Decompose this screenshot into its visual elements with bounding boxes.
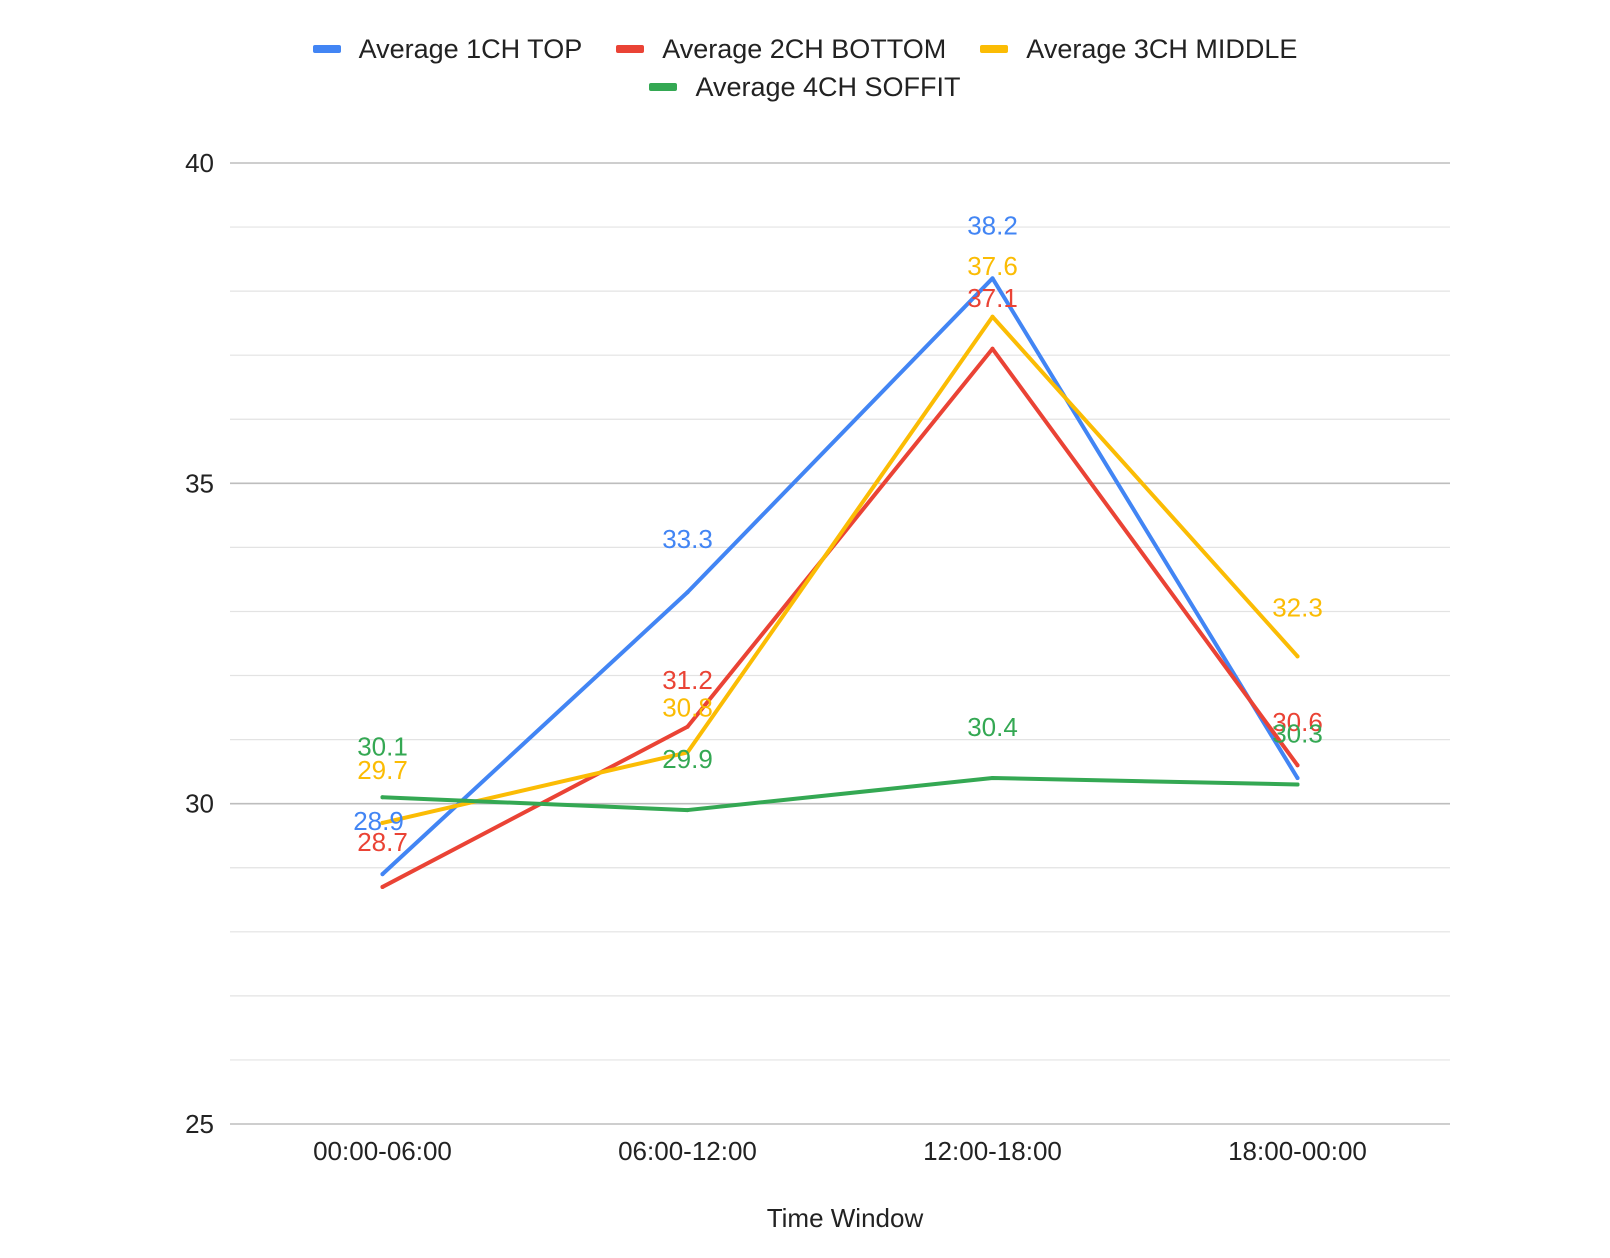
x-axis-title: Time Window <box>766 1203 924 1233</box>
data-point <box>990 314 995 319</box>
data-label: 30.1 <box>357 731 408 761</box>
data-label: 37.6 <box>967 251 1018 281</box>
x-tick-label: 18:00-00:00 <box>1228 1136 1367 1166</box>
data-point <box>1295 782 1300 787</box>
data-point <box>380 795 385 800</box>
data-point <box>990 776 995 781</box>
series-line-average-2ch-bottom <box>380 346 1300 889</box>
data-point <box>685 808 690 813</box>
legend-swatch-2ch-bottom <box>616 45 645 53</box>
data-point <box>990 276 995 281</box>
legend-row-1: Average 1CH TOP Average 2CH BOTTOM Avera… <box>0 30 1610 68</box>
data-label: 28.9 <box>353 806 404 836</box>
x-tick-label: 12:00-18:00 <box>923 1136 1062 1166</box>
data-label: 29.7 <box>357 755 408 785</box>
data-label: 28.7 <box>357 827 408 857</box>
data-label: 33.3 <box>662 524 713 554</box>
y-tick-label: 35 <box>185 468 214 498</box>
legend-row-2: Average 4CH SOFFIT <box>0 68 1610 106</box>
series-line-average-4ch-soffit <box>380 776 1300 813</box>
data-point <box>1295 654 1300 659</box>
data-label: 30.6 <box>1272 707 1323 737</box>
legend-label-3ch-middle: Average 3CH MIDDLE <box>1026 33 1298 64</box>
data-label: 38.2 <box>967 210 1018 240</box>
y-tick-label: 40 <box>185 148 214 178</box>
data-label: 30.4 <box>967 712 1018 742</box>
series-line-average-3ch-middle <box>380 314 1300 825</box>
data-label: 30.8 <box>662 692 713 722</box>
legend-swatch-1ch-top <box>312 45 341 53</box>
y-tick-label: 30 <box>185 789 214 819</box>
data-point <box>685 724 690 729</box>
data-point <box>380 884 385 889</box>
data-label: 31.2 <box>662 665 713 695</box>
legend-item-1ch-top: Average 1CH TOP <box>312 33 583 65</box>
legend-item-2ch-bottom: Average 2CH BOTTOM <box>616 34 946 65</box>
data-label: 37.1 <box>967 283 1018 313</box>
series-line-average-1ch-top <box>380 276 1300 877</box>
chart-legend: Average 1CH TOP Average 2CH BOTTOM Avera… <box>0 30 1610 106</box>
data-point <box>1295 763 1300 768</box>
data-point <box>685 750 690 755</box>
data-point <box>380 872 385 877</box>
x-tick-label: 06:00-12:00 <box>618 1136 757 1166</box>
legend-item-4ch-soffit: Average 4CH SOFFIT <box>649 71 961 103</box>
data-point <box>380 820 385 825</box>
legend-label-1ch-top: Average 1CH TOP <box>358 33 583 64</box>
data-label: 32.3 <box>1272 592 1323 622</box>
x-tick-label: 00:00-06:00 <box>313 1136 452 1166</box>
legend-label-4ch-soffit: Average 4CH SOFFIT <box>695 71 961 102</box>
data-point <box>990 346 995 351</box>
legend-swatch-4ch-soffit <box>649 83 678 91</box>
y-tick-label: 25 <box>185 1109 214 1139</box>
legend-item-3ch-middle: Average 3CH MIDDLE <box>980 34 1297 65</box>
data-label: 30.3 <box>1272 718 1323 748</box>
data-label: 29.9 <box>662 744 713 774</box>
data-point <box>685 590 690 595</box>
data-point <box>1295 776 1300 781</box>
legend-label-2ch-bottom: Average 2CH BOTTOM <box>662 33 947 64</box>
legend-swatch-3ch-middle <box>980 45 1009 53</box>
